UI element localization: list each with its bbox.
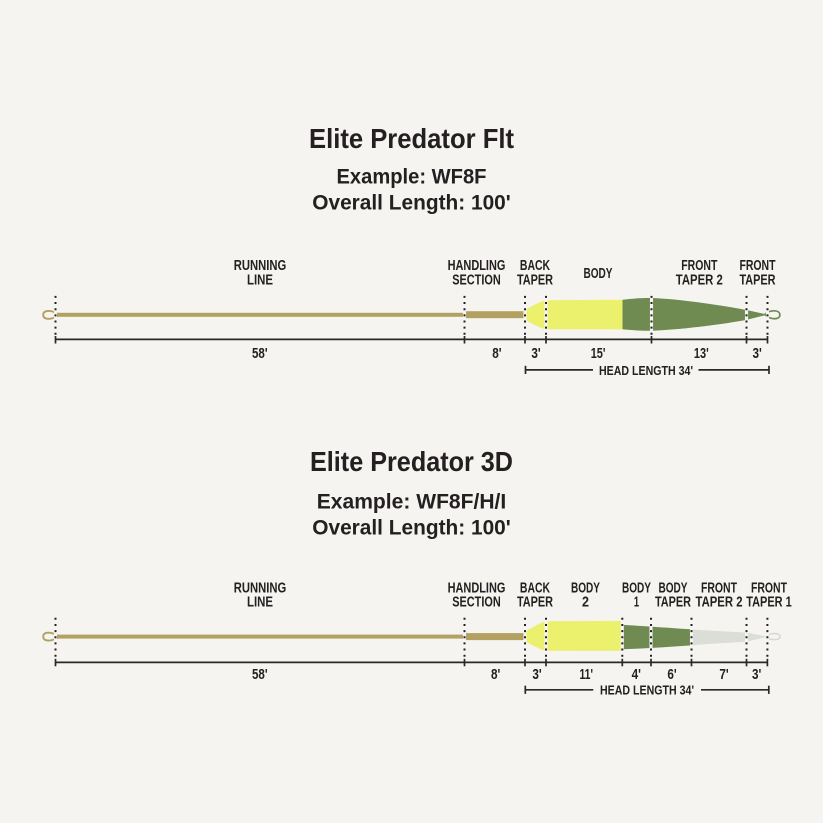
svg-text:RUNNING: RUNNING [234,581,287,597]
svg-text:3': 3' [531,345,540,362]
svg-text:BACK: BACK [520,258,551,274]
svg-text:8': 8' [491,666,500,683]
svg-text:BODY: BODY [622,581,651,597]
svg-text:1: 1 [634,595,639,611]
svg-text:58': 58' [252,666,268,683]
svg-text:Example: WF8F: Example: WF8F [337,165,487,189]
svg-text:TAPER: TAPER [739,272,776,288]
svg-text:BACK: BACK [520,581,551,597]
svg-text:3': 3' [752,666,761,683]
svg-text:TAPER: TAPER [655,595,692,611]
svg-text:3': 3' [532,666,541,683]
svg-text:3': 3' [752,345,761,362]
svg-text:TAPER 2: TAPER 2 [676,272,723,288]
svg-text:Example: WF8F/H/I: Example: WF8F/H/I [317,490,507,514]
svg-text:FRONT: FRONT [681,258,717,274]
svg-text:HEAD LENGTH 34': HEAD LENGTH 34' [600,683,694,698]
svg-text:4': 4' [632,666,641,683]
svg-text:SECTION: SECTION [452,595,501,611]
svg-text:FRONT: FRONT [751,581,787,597]
svg-text:11': 11' [579,666,593,683]
svg-text:TAPER 1: TAPER 1 [746,595,792,611]
svg-text:15': 15' [591,345,606,362]
svg-text:6': 6' [667,666,676,683]
svg-text:LINE: LINE [247,595,273,611]
svg-text:HEAD LENGTH 34': HEAD LENGTH 34' [599,363,693,378]
svg-text:FRONT: FRONT [701,581,737,597]
svg-text:58': 58' [252,345,268,362]
svg-text:Overall Length: 100': Overall Length: 100' [312,516,511,540]
svg-text:2: 2 [582,595,589,611]
svg-text:TAPER: TAPER [517,595,554,611]
svg-text:FRONT: FRONT [739,258,775,274]
svg-text:Elite Predator Flt: Elite Predator Flt [309,123,514,154]
svg-text:13': 13' [694,345,709,362]
svg-text:8': 8' [492,345,501,362]
svg-text:BODY: BODY [584,266,613,282]
svg-text:HANDLING: HANDLING [448,258,506,274]
svg-text:HANDLING: HANDLING [448,581,506,597]
svg-text:BODY: BODY [659,581,688,597]
svg-text:BODY: BODY [571,581,600,597]
svg-text:Elite Predator 3D: Elite Predator 3D [310,446,513,477]
svg-text:LINE: LINE [247,272,273,288]
svg-text:7': 7' [719,666,728,683]
svg-text:Overall Length: 100': Overall Length: 100' [312,191,511,215]
svg-text:TAPER 2: TAPER 2 [696,595,743,611]
svg-text:TAPER: TAPER [517,272,554,288]
svg-text:RUNNING: RUNNING [234,258,287,274]
svg-text:SECTION: SECTION [452,272,501,288]
